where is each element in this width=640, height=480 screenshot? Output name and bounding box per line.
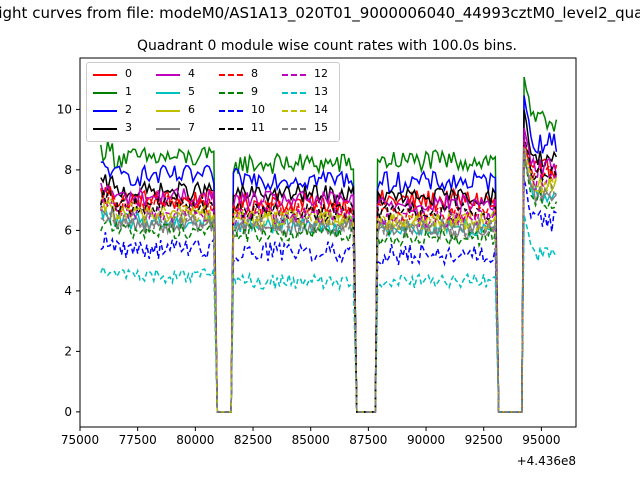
y-tick-label: 2 — [64, 344, 72, 358]
legend-label: 11 — [251, 121, 265, 134]
legend-label: 12 — [314, 67, 328, 80]
x-tick-label: 75000 — [61, 433, 99, 447]
legend-swatch — [156, 74, 180, 76]
plot-frame — [79, 57, 577, 428]
series-line-11 — [100, 136, 558, 413]
x-tick-label: 80000 — [176, 433, 214, 447]
x-tick-label: 82500 — [234, 433, 272, 447]
legend-swatch — [219, 74, 243, 76]
series-line-12 — [100, 136, 557, 413]
legend-swatch — [156, 92, 180, 94]
series-line-14 — [100, 147, 558, 413]
legend-swatch — [93, 110, 117, 112]
legend-label: 2 — [125, 103, 132, 116]
legend-swatch — [156, 128, 180, 130]
suptitle-text: Light curves from file: modeM0/AS1A13_02… — [0, 4, 640, 22]
series-line-2 — [100, 95, 558, 413]
legend-swatch — [219, 92, 243, 94]
legend-swatch — [282, 110, 306, 112]
legend-swatch — [156, 110, 180, 112]
y-tick-label: 4 — [64, 284, 72, 298]
series-line-13 — [100, 214, 558, 413]
legend-label: 3 — [125, 121, 132, 134]
legend-label: 1 — [125, 85, 132, 98]
series-line-4 — [100, 127, 558, 413]
legend-label: 0 — [125, 67, 132, 80]
legend-label: 4 — [188, 67, 195, 80]
x-tick-label: 77500 — [119, 433, 157, 447]
legend-swatch — [282, 92, 306, 94]
legend-swatch — [282, 128, 306, 130]
x-tick-label: 92500 — [465, 433, 503, 447]
legend-label: 14 — [314, 103, 328, 116]
legend-label: 8 — [251, 67, 258, 80]
legend-swatch — [93, 92, 117, 94]
y-tick-label: 10 — [57, 102, 72, 116]
series-line-8 — [100, 139, 558, 413]
legend-swatch — [93, 74, 117, 76]
series-line-6 — [100, 139, 558, 413]
legend-label: 7 — [188, 121, 195, 134]
legend-swatch — [282, 74, 306, 76]
legend-label: 9 — [251, 85, 258, 98]
series-line-9 — [100, 157, 558, 413]
series-line-1 — [100, 76, 558, 413]
legend-swatch — [219, 128, 243, 130]
series-line-10 — [100, 178, 557, 413]
y-tick-label: 8 — [64, 163, 72, 177]
x-tick-label: 85000 — [292, 433, 330, 447]
legend-label: 5 — [188, 85, 195, 98]
x-tick-label: 90000 — [407, 433, 445, 447]
legend-swatch — [219, 110, 243, 112]
legend-swatch — [93, 128, 117, 130]
x-tick-label: 95000 — [522, 433, 560, 447]
series-line-15 — [100, 147, 557, 413]
series-line-3 — [100, 109, 558, 413]
x-offset-label: +4.436e8 — [517, 454, 576, 468]
series-layer — [100, 76, 558, 413]
legend-label: 6 — [188, 103, 195, 116]
legend-label: 13 — [314, 85, 328, 98]
legend-label: 15 — [314, 121, 328, 134]
y-tick-label: 0 — [64, 405, 72, 419]
figure-suptitle: Light curves from file: modeM0/AS1A13_02… — [0, 4, 640, 30]
x-tick-label: 87500 — [349, 433, 387, 447]
chart-legend: 0 1 2 3 4 5 6 7 8 9 10 11 12 13 14 15 — [86, 62, 340, 142]
legend-label: 10 — [251, 103, 265, 116]
y-tick-label: 6 — [64, 223, 72, 237]
chart-title: Quadrant 0 module wise count rates with … — [137, 38, 517, 54]
axis-layer: 75000 77500 80000 82500 85000 87500 90000 92500… — [57, 102, 561, 447]
